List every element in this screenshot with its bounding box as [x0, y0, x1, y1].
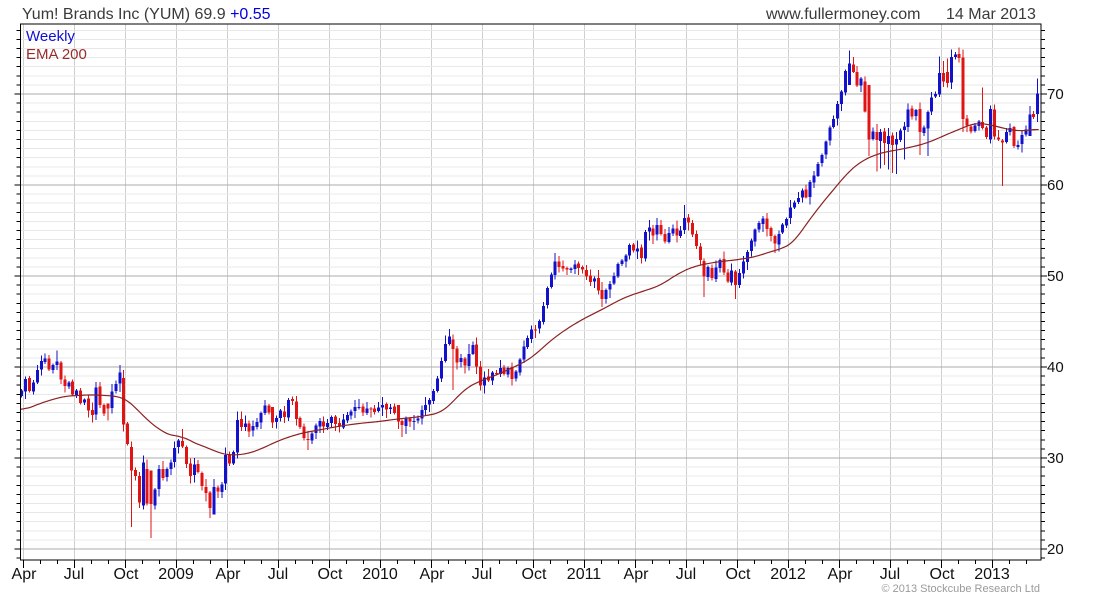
- svg-text:60: 60: [1047, 177, 1064, 194]
- svg-text:Jul: Jul: [64, 566, 84, 583]
- svg-text:Oct: Oct: [522, 566, 547, 583]
- svg-text:Oct: Oct: [930, 566, 955, 583]
- svg-text:Yum! Brands Inc (YUM) 69.9 +0.: Yum! Brands Inc (YUM) 69.9 +0.55: [22, 6, 271, 23]
- svg-text:2010: 2010: [362, 566, 398, 583]
- svg-text:Apr: Apr: [624, 566, 650, 583]
- svg-text:70: 70: [1047, 86, 1064, 103]
- svg-text:Weekly: Weekly: [26, 28, 75, 45]
- svg-text:© 2013 Stockcube Research Ltd: © 2013 Stockcube Research Ltd: [881, 583, 1040, 595]
- svg-text:Oct: Oct: [726, 566, 751, 583]
- svg-text:www.fullermoney.com: www.fullermoney.com: [765, 6, 920, 23]
- svg-text:EMA 200: EMA 200: [26, 46, 87, 63]
- svg-text:2011: 2011: [567, 566, 602, 583]
- svg-text:14 Mar 2013: 14 Mar 2013: [946, 6, 1036, 23]
- svg-text:Jul: Jul: [268, 566, 288, 583]
- svg-text:Jul: Jul: [472, 566, 492, 583]
- svg-text:2012: 2012: [770, 566, 806, 583]
- svg-text:Jul: Jul: [880, 566, 900, 583]
- svg-text:Jul: Jul: [676, 566, 696, 583]
- svg-text:2009: 2009: [158, 566, 194, 583]
- svg-text:40: 40: [1047, 359, 1064, 376]
- svg-text:Oct: Oct: [114, 566, 139, 583]
- svg-text:Apr: Apr: [420, 566, 446, 583]
- svg-text:30: 30: [1047, 450, 1064, 467]
- svg-text:Apr: Apr: [828, 566, 854, 583]
- svg-text:2013: 2013: [974, 566, 1010, 583]
- svg-text:20: 20: [1047, 541, 1064, 558]
- svg-text:Oct: Oct: [318, 566, 343, 583]
- svg-text:Apr: Apr: [12, 566, 38, 583]
- svg-text:Apr: Apr: [216, 566, 242, 583]
- svg-text:50: 50: [1047, 268, 1064, 285]
